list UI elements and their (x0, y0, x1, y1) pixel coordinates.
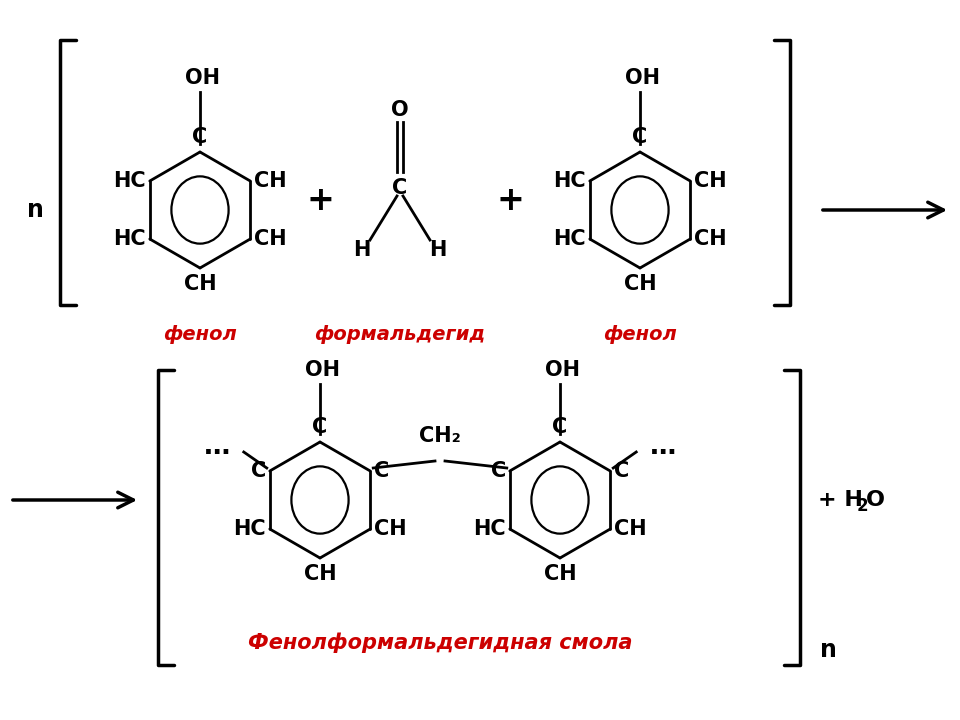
Text: формальдегид: формальдегид (315, 325, 486, 344)
Text: фенол: фенол (603, 325, 677, 344)
Text: H: H (353, 240, 371, 260)
Text: HC: HC (113, 229, 146, 249)
Text: CH: CH (614, 519, 647, 539)
Text: OH: OH (184, 68, 220, 88)
Text: CH: CH (254, 229, 287, 249)
Text: HC: HC (473, 519, 506, 539)
Text: CH: CH (183, 274, 216, 294)
Text: + H: + H (818, 490, 863, 510)
Text: C: C (552, 417, 567, 437)
Text: C: C (491, 461, 506, 481)
Text: C: C (312, 417, 327, 437)
Text: CH: CH (694, 229, 727, 249)
Text: HC: HC (553, 229, 586, 249)
Text: C: C (614, 461, 630, 481)
Text: OH: OH (304, 360, 340, 380)
Text: C: C (251, 461, 266, 481)
Text: CH: CH (374, 519, 407, 539)
Text: HC: HC (233, 519, 266, 539)
Text: O: O (866, 490, 885, 510)
Text: CH: CH (254, 171, 287, 191)
Text: CH: CH (543, 564, 576, 584)
Text: 2: 2 (857, 497, 869, 515)
Text: …: … (204, 434, 229, 460)
Text: HC: HC (553, 171, 586, 191)
Text: Фенолформальдегидная смола: Фенолформальдегидная смола (248, 632, 633, 653)
Text: фенол: фенол (163, 325, 237, 344)
Text: CH: CH (303, 564, 336, 584)
Text: C: C (393, 178, 408, 198)
Text: +: + (306, 184, 334, 217)
Text: CH: CH (624, 274, 657, 294)
Text: O: O (391, 100, 409, 120)
Text: C: C (192, 127, 207, 147)
Text: HC: HC (113, 171, 146, 191)
Text: …: … (650, 434, 677, 460)
Text: C: C (374, 461, 390, 481)
Text: OH: OH (625, 68, 660, 88)
Text: H: H (429, 240, 446, 260)
Text: OH: OH (544, 360, 580, 380)
Text: CH: CH (694, 171, 727, 191)
Text: CH₂: CH₂ (420, 426, 461, 446)
Text: n: n (27, 198, 43, 222)
Text: n: n (820, 638, 836, 662)
Text: C: C (633, 127, 648, 147)
Text: +: + (496, 184, 524, 217)
